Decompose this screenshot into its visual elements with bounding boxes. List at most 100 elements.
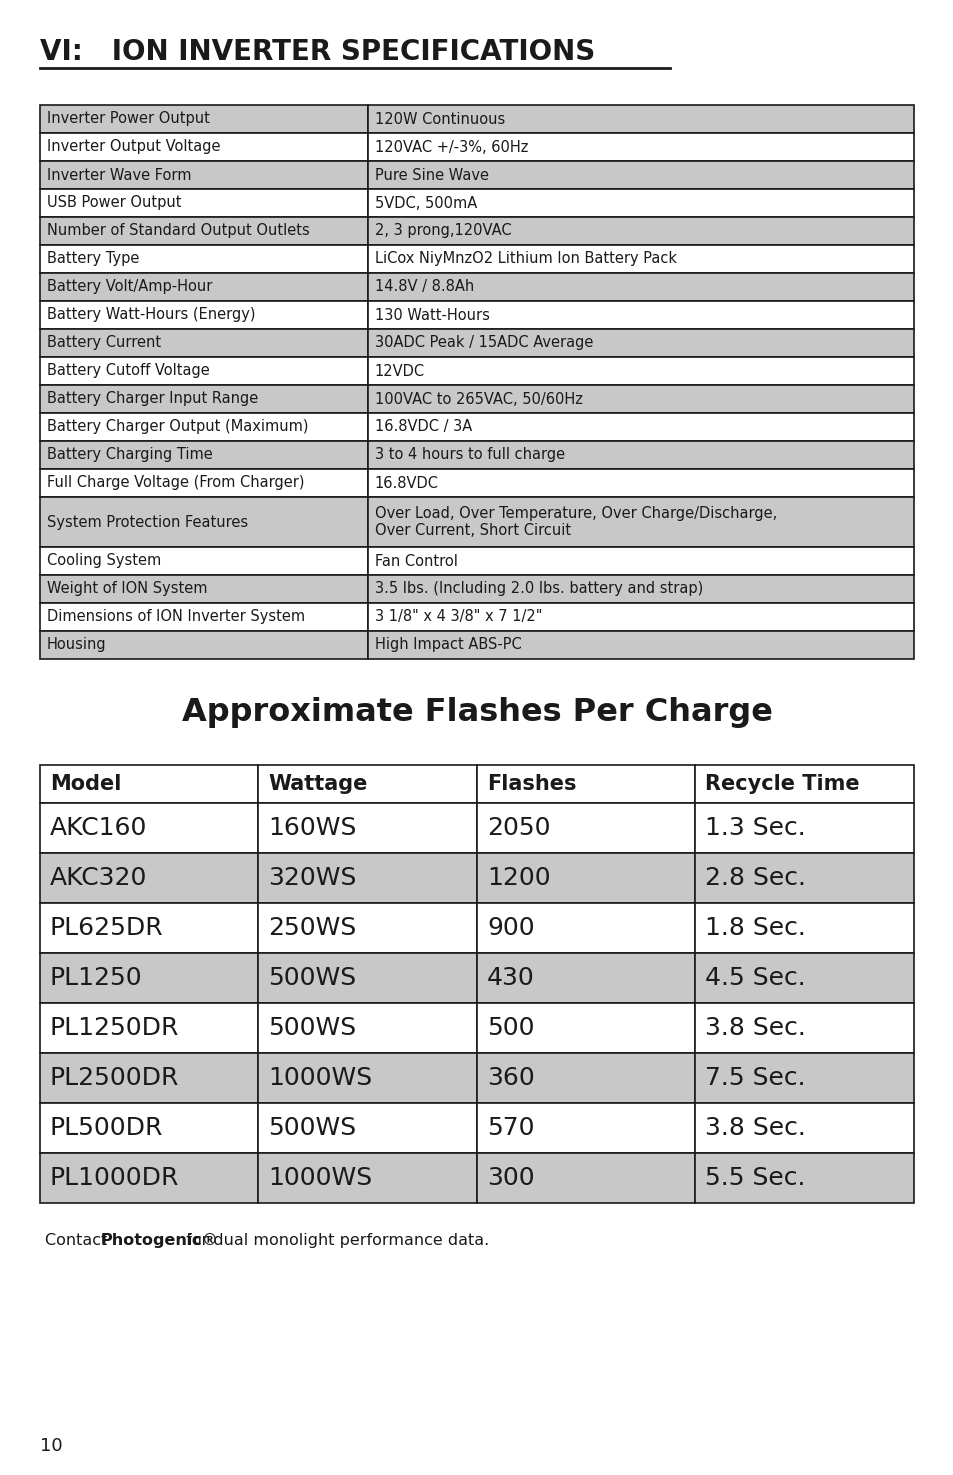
Bar: [40, 329, 367, 357]
Bar: [40, 161, 367, 189]
Text: PL1250DR: PL1250DR: [50, 1016, 179, 1040]
Bar: [476, 853, 695, 903]
Text: Battery Watt-Hours (Energy): Battery Watt-Hours (Energy): [47, 307, 255, 323]
Bar: [367, 413, 913, 441]
Bar: [258, 802, 476, 853]
Bar: [40, 245, 367, 273]
Text: Full Charge Voltage (From Charger): Full Charge Voltage (From Charger): [47, 475, 304, 491]
Text: 430: 430: [486, 966, 535, 990]
Text: Inverter Wave Form: Inverter Wave Form: [47, 168, 192, 183]
Text: PL1250: PL1250: [50, 966, 143, 990]
Bar: [367, 245, 913, 273]
Bar: [476, 1153, 695, 1204]
Text: 130 Watt-Hours: 130 Watt-Hours: [375, 307, 489, 323]
Bar: [40, 853, 258, 903]
Bar: [367, 133, 913, 161]
Bar: [40, 301, 367, 329]
Text: Battery Volt/Amp-Hour: Battery Volt/Amp-Hour: [47, 279, 213, 295]
Bar: [40, 441, 367, 469]
Text: Number of Standard Output Outlets: Number of Standard Output Outlets: [47, 224, 310, 239]
Text: 160WS: 160WS: [268, 816, 356, 839]
Bar: [258, 953, 476, 1003]
Bar: [40, 603, 367, 631]
Bar: [258, 903, 476, 953]
Text: 14.8V / 8.8Ah: 14.8V / 8.8Ah: [375, 279, 474, 295]
Bar: [367, 357, 913, 385]
Bar: [367, 631, 913, 659]
Bar: [695, 1153, 913, 1204]
Text: AKC320: AKC320: [50, 866, 147, 889]
Text: 1200: 1200: [486, 866, 550, 889]
Text: Fan Control: Fan Control: [375, 553, 457, 568]
Text: Pure Sine Wave: Pure Sine Wave: [375, 168, 488, 183]
Text: Dimensions of ION Inverter System: Dimensions of ION Inverter System: [47, 609, 305, 624]
Bar: [367, 329, 913, 357]
Text: 100VAC to 265VAC, 50/60Hz: 100VAC to 265VAC, 50/60Hz: [375, 391, 582, 407]
Text: 3 to 4 hours to full charge: 3 to 4 hours to full charge: [375, 447, 564, 463]
Bar: [40, 1103, 258, 1153]
Bar: [367, 441, 913, 469]
Text: Over Load, Over Temperature, Over Charge/Discharge,
Over Current, Short Circuit: Over Load, Over Temperature, Over Charge…: [375, 506, 776, 538]
Text: Wattage: Wattage: [268, 774, 368, 794]
Bar: [258, 853, 476, 903]
Text: Approximate Flashes Per Charge: Approximate Flashes Per Charge: [181, 698, 772, 729]
Text: 2050: 2050: [486, 816, 550, 839]
Bar: [476, 1103, 695, 1153]
Bar: [40, 497, 367, 547]
Text: 2.8 Sec.: 2.8 Sec.: [705, 866, 805, 889]
Text: 12VDC: 12VDC: [375, 363, 424, 379]
Text: Battery Type: Battery Type: [47, 252, 139, 267]
Bar: [40, 1053, 258, 1103]
Bar: [40, 766, 258, 802]
Text: Cooling System: Cooling System: [47, 553, 161, 568]
Text: Model: Model: [50, 774, 121, 794]
Text: Battery Charging Time: Battery Charging Time: [47, 447, 213, 463]
Bar: [258, 1003, 476, 1053]
Text: Recycle Time: Recycle Time: [705, 774, 860, 794]
Bar: [367, 189, 913, 217]
Bar: [367, 301, 913, 329]
Bar: [40, 413, 367, 441]
Bar: [367, 469, 913, 497]
Bar: [476, 802, 695, 853]
Bar: [367, 497, 913, 547]
Text: VI:   ION INVERTER SPECIFICATIONS: VI: ION INVERTER SPECIFICATIONS: [40, 38, 595, 66]
Text: 300: 300: [486, 1167, 534, 1190]
Text: Contact: Contact: [45, 1233, 112, 1248]
Bar: [367, 161, 913, 189]
Bar: [695, 853, 913, 903]
Text: 500WS: 500WS: [268, 1016, 356, 1040]
Text: LiCox NiyMnzO2 Lithium Ion Battery Pack: LiCox NiyMnzO2 Lithium Ion Battery Pack: [375, 252, 676, 267]
Bar: [695, 766, 913, 802]
Bar: [476, 903, 695, 953]
Bar: [258, 766, 476, 802]
Text: 30ADC Peak / 15ADC Average: 30ADC Peak / 15ADC Average: [375, 335, 593, 351]
Text: for dual monolight performance data.: for dual monolight performance data.: [181, 1233, 489, 1248]
Bar: [695, 1103, 913, 1153]
Text: 120W Continuous: 120W Continuous: [375, 112, 504, 127]
Bar: [695, 802, 913, 853]
Text: 500WS: 500WS: [268, 1117, 356, 1140]
Bar: [40, 189, 367, 217]
Text: 16.8VDC: 16.8VDC: [375, 475, 438, 491]
Text: Inverter Power Output: Inverter Power Output: [47, 112, 210, 127]
Bar: [40, 802, 258, 853]
Text: PL500DR: PL500DR: [50, 1117, 163, 1140]
Text: Battery Current: Battery Current: [47, 335, 161, 351]
Bar: [40, 547, 367, 575]
Text: AKC160: AKC160: [50, 816, 147, 839]
Text: 10: 10: [40, 1437, 63, 1454]
Bar: [476, 953, 695, 1003]
Text: Inverter Output Voltage: Inverter Output Voltage: [47, 140, 220, 155]
Text: 900: 900: [486, 916, 534, 940]
Bar: [40, 273, 367, 301]
Text: Photogenic®: Photogenic®: [101, 1233, 218, 1248]
Text: 570: 570: [486, 1117, 534, 1140]
Bar: [476, 1053, 695, 1103]
Bar: [695, 953, 913, 1003]
Text: Battery Charger Input Range: Battery Charger Input Range: [47, 391, 258, 407]
Text: Battery Charger Output (Maximum): Battery Charger Output (Maximum): [47, 419, 308, 435]
Text: 5.5 Sec.: 5.5 Sec.: [705, 1167, 805, 1190]
Bar: [367, 385, 913, 413]
Text: PL2500DR: PL2500DR: [50, 1066, 179, 1090]
